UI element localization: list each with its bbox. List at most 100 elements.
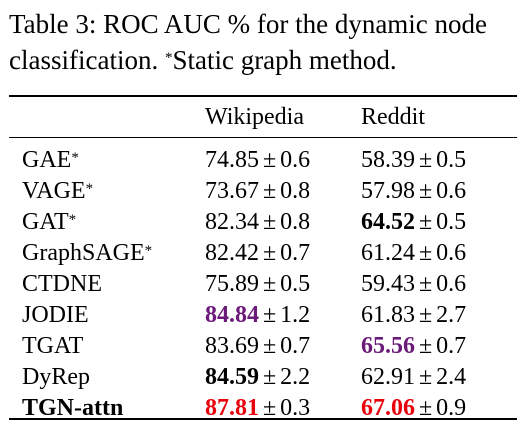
mean-value: 74.85	[205, 147, 259, 173]
method-label: JODIE	[22, 302, 89, 328]
reddit-score: 64.52 ±0.5	[361, 207, 466, 237]
std-value: 0.6	[436, 271, 467, 297]
mean-value: 59.43	[361, 271, 415, 297]
caption-footnote-mark: *	[164, 50, 173, 66]
reddit-score: 62.91 ±2.4	[361, 362, 466, 392]
mean-value: 58.39	[361, 147, 415, 173]
wikipedia-score: 74.85 ±0.6	[205, 145, 310, 175]
std-value: 0.9	[436, 395, 467, 421]
method-label: GAE	[22, 147, 72, 173]
plus-minus-sign: ±	[263, 364, 277, 390]
header-reddit: Reddit	[361, 104, 425, 130]
std-value: 0.8	[280, 209, 311, 235]
method-name: GraphSAGE*	[22, 238, 152, 268]
std-value: 0.6	[280, 147, 311, 173]
method-label: GraphSAGE	[22, 240, 145, 266]
plus-minus-sign: ±	[419, 240, 433, 266]
caption-line-2: classification. *Static graph method.	[9, 42, 519, 78]
std-value: 0.6	[436, 240, 467, 266]
method-name: TGN-attn	[22, 393, 123, 423]
reddit-score: 61.83 ±2.7	[361, 300, 466, 330]
table-top-rule	[9, 95, 517, 97]
wikipedia-score: 87.81 ±0.3	[205, 393, 310, 423]
plus-minus-sign: ±	[419, 271, 433, 297]
method-name: DyRep	[22, 362, 90, 392]
plus-minus-sign: ±	[263, 302, 277, 328]
plus-minus-sign: ±	[263, 178, 277, 204]
std-value: 2.2	[280, 364, 311, 390]
std-value: 0.3	[280, 395, 311, 421]
plus-minus-sign: ±	[263, 395, 277, 421]
plus-minus-sign: ±	[419, 302, 433, 328]
mean-value: 84.84	[205, 302, 259, 328]
mean-value: 82.42	[205, 240, 259, 266]
mean-value: 87.81	[205, 395, 259, 421]
std-value: 0.5	[436, 209, 467, 235]
method-label: TGAT	[22, 333, 84, 359]
std-value: 0.5	[436, 147, 467, 173]
std-value: 0.7	[280, 240, 311, 266]
mean-value: 62.91	[361, 364, 415, 390]
std-value: 0.8	[280, 178, 311, 204]
wikipedia-score: 82.42 ±0.7	[205, 238, 310, 268]
wikipedia-score: 84.84 ±1.2	[205, 300, 310, 330]
wikipedia-score: 83.69 ±0.7	[205, 331, 310, 361]
wikipedia-score: 84.59 ±2.2	[205, 362, 310, 392]
std-value: 0.7	[436, 333, 467, 359]
mean-value: 84.59	[205, 364, 259, 390]
table-bottom-rule	[9, 418, 517, 420]
header-wikipedia: Wikipedia	[205, 104, 304, 130]
std-value: 0.5	[280, 271, 311, 297]
method-name: CTDNE	[22, 269, 102, 299]
wikipedia-score: 73.67 ±0.8	[205, 176, 310, 206]
plus-minus-sign: ±	[419, 395, 433, 421]
wikipedia-score: 82.34 ±0.8	[205, 207, 310, 237]
method-label: DyRep	[22, 364, 90, 390]
method-name: JODIE	[22, 300, 89, 330]
plus-minus-sign: ±	[263, 147, 277, 173]
method-name: TGAT	[22, 331, 83, 361]
method-label: VAGE	[22, 178, 86, 204]
std-value: 1.2	[280, 302, 311, 328]
method-name: GAE*	[22, 145, 79, 175]
std-value: 2.7	[436, 302, 467, 328]
reddit-score: 67.06 ±0.9	[361, 393, 466, 423]
plus-minus-sign: ±	[263, 209, 277, 235]
mean-value: 65.56	[361, 333, 415, 359]
reddit-score: 57.98 ±0.6	[361, 176, 466, 206]
static-method-mark: *	[68, 212, 77, 228]
method-name: VAGE*	[22, 176, 93, 206]
method-name: GAT*	[22, 207, 76, 237]
table-caption: Table 3: ROC AUC % for the dynamic node …	[9, 6, 519, 78]
plus-minus-sign: ±	[263, 333, 277, 359]
static-method-mark: *	[85, 181, 94, 197]
plus-minus-sign: ±	[419, 147, 433, 173]
method-label: CTDNE	[22, 271, 102, 297]
mean-value: 64.52	[361, 209, 415, 235]
table-header-rule	[9, 137, 517, 138]
reddit-score: 59.43 ±0.6	[361, 269, 466, 299]
static-method-mark: *	[144, 243, 153, 259]
reddit-score: 65.56 ±0.7	[361, 331, 466, 361]
plus-minus-sign: ±	[263, 271, 277, 297]
reddit-score: 61.24 ±0.6	[361, 238, 466, 268]
plus-minus-sign: ±	[419, 178, 433, 204]
method-label: GAT	[22, 209, 69, 235]
mean-value: 82.34	[205, 209, 259, 235]
plus-minus-sign: ±	[419, 333, 433, 359]
mean-value: 83.69	[205, 333, 259, 359]
mean-value: 73.67	[205, 178, 259, 204]
plus-minus-sign: ±	[419, 209, 433, 235]
mean-value: 61.24	[361, 240, 415, 266]
wikipedia-score: 75.89 ±0.5	[205, 269, 310, 299]
caption-line-2-main: classification.	[9, 45, 165, 75]
method-label: TGN-attn	[22, 395, 124, 421]
caption-line-2-rest: Static graph method.	[172, 45, 397, 75]
reddit-score: 58.39 ±0.5	[361, 145, 466, 175]
std-value: 0.7	[280, 333, 311, 359]
static-method-mark: *	[71, 150, 79, 166]
plus-minus-sign: ±	[263, 240, 277, 266]
mean-value: 57.98	[361, 178, 415, 204]
caption-line-1: Table 3: ROC AUC % for the dynamic node	[9, 9, 488, 39]
